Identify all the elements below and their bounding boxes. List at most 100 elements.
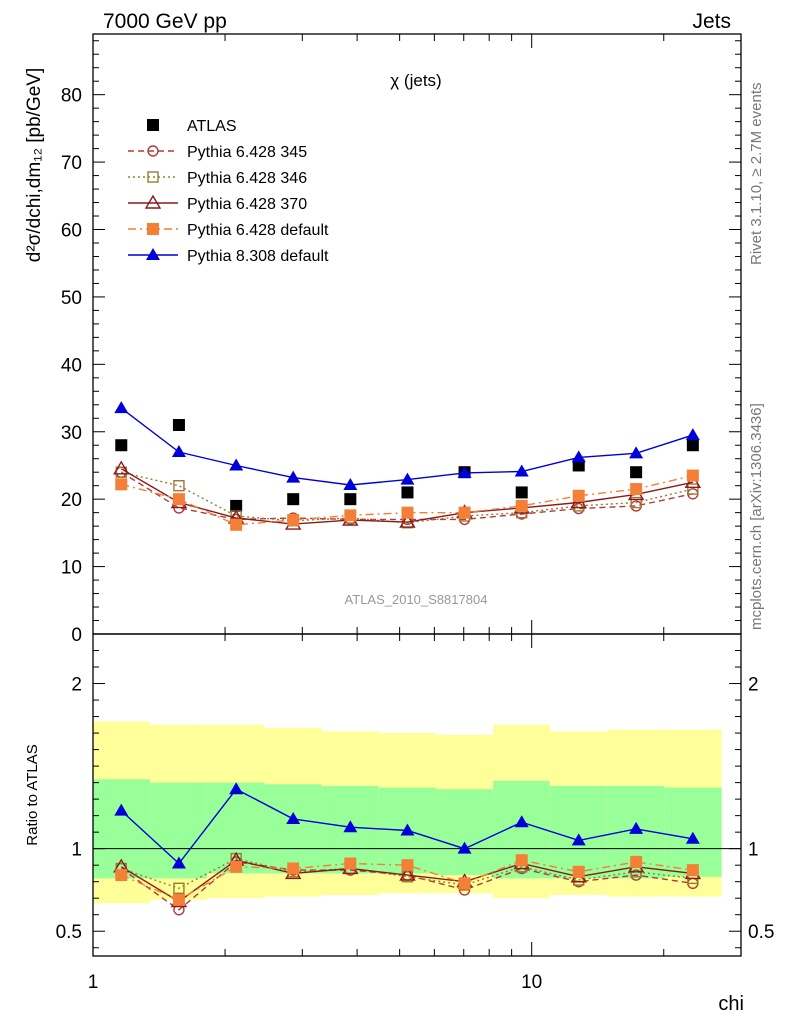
inner-band (664, 787, 722, 877)
x-axis-label: chi (718, 993, 744, 1015)
legend-entry: Pythia 8.308 default (128, 248, 329, 265)
plot-title: χ (jets) (390, 71, 441, 90)
series-1-ratio-line (120, 861, 693, 911)
y-tick-label: 40 (61, 355, 82, 376)
x-tick-label: 1 (88, 972, 99, 993)
y-tick-label: 80 (61, 86, 82, 107)
series-0-point (344, 493, 357, 506)
series-0-point (686, 439, 699, 452)
y-tick-label: 20 (61, 490, 82, 511)
inner-band (549, 785, 608, 879)
legend-label: Pythia 6.428 370 (187, 196, 307, 213)
legend-label: Pythia 6.428 345 (187, 144, 307, 161)
series-0-point (115, 439, 128, 452)
series-5-point (514, 464, 529, 477)
series-3-point (113, 460, 130, 475)
series-4-point (115, 478, 128, 491)
legend-marker (147, 145, 159, 157)
series-4-ratio-point (115, 869, 128, 882)
series-4-point (630, 483, 643, 496)
y-tick-label: 70 (61, 153, 82, 174)
legend-marker (147, 119, 159, 131)
ratio-tick-label-right: 2 (748, 675, 759, 696)
legend-entry: Pythia 6.428 370 (128, 194, 307, 213)
ratio-tick-label: 0.5 (56, 922, 82, 943)
ratio-tick-label-right: 0.5 (748, 922, 774, 943)
series-4-ratio-point (630, 855, 643, 868)
legend-marker (147, 223, 159, 235)
legend-label: Pythia 6.428 default (187, 222, 329, 239)
series-4-point (458, 506, 471, 519)
header-right: Jets (692, 10, 731, 33)
series-4-point (230, 518, 243, 531)
legend-label: Pythia 6.428 346 (187, 170, 307, 187)
series-2-point (173, 479, 185, 492)
series-3-point (399, 513, 416, 528)
series-5-ratio-point (229, 782, 244, 795)
series-4-ratio-point (458, 877, 471, 890)
header-left: 7000 GeV pp (103, 10, 227, 33)
series-5-ratio-point (286, 811, 301, 824)
y-tick-label: 60 (61, 221, 82, 242)
series-5-point (685, 428, 700, 441)
series-5-ratio-point (571, 833, 586, 846)
series-3-ratio-point (399, 866, 416, 881)
ratio-tick-label: 2 (71, 675, 82, 696)
series-4-point (172, 493, 185, 506)
legend-label: ATLAS (187, 118, 237, 135)
series-5-point (171, 444, 186, 457)
legend-marker (147, 171, 159, 183)
series-4-point (572, 489, 585, 502)
series-5-point (400, 472, 415, 485)
series-5-ratio-point (457, 841, 472, 854)
analysis-label: ATLAS_2010_S8817804 (345, 592, 488, 607)
series-4-point (686, 469, 699, 482)
legend-entry: ATLAS (147, 118, 237, 135)
series-5 (114, 401, 700, 869)
series-0-point (572, 459, 585, 472)
series-5-point (114, 401, 129, 414)
series-4-ratio-point (344, 857, 357, 870)
series-5-ratio-point (114, 803, 129, 816)
series-5-point (343, 478, 358, 491)
series-4-ratio-point (572, 865, 585, 878)
x-tick-label: 10 (521, 972, 542, 993)
series-4-ratio-point (401, 859, 414, 872)
series-4-ratio-point (287, 862, 300, 875)
series-5-ratio-point (514, 815, 529, 828)
legend-entry: Pythia 6.428 345 (128, 144, 307, 161)
series-5-ratio-point (343, 820, 358, 833)
legend-marker (146, 248, 160, 260)
series-0-point (172, 419, 185, 432)
series-4-point (401, 506, 414, 519)
series-2-point (630, 496, 642, 509)
series-5-point (629, 446, 644, 459)
series-4-point (344, 509, 357, 522)
series-5-point (571, 450, 586, 463)
ratio-y-axis-label: Ratio to ATLAS (24, 744, 41, 845)
axes-layer: 0 10 20 30 40 50 60 70 80 0.5 0.5 1 1 2 2 1 10 (56, 33, 774, 993)
series-5-ratio-point (171, 856, 186, 869)
ratio-tick-label-right: 1 (748, 840, 759, 861)
legend-entry: Pythia 6.428 346 (128, 170, 307, 187)
y-tick-label: 50 (61, 288, 82, 309)
rivet-label: Rivet 3.1.10, ≥ 2.7M events (748, 83, 765, 266)
legend-marker (144, 194, 162, 209)
legend-label: Pythia 8.308 default (187, 248, 329, 265)
series-5-point (457, 465, 472, 478)
series-5-point (286, 470, 301, 483)
series-0-point (287, 493, 300, 506)
mcplots-label: mcplots.cern.ch [arXiv:1306.3436] (748, 403, 765, 630)
series-0-point (515, 486, 528, 499)
series-5-ratio-point (629, 821, 644, 834)
series-4-ratio-point (172, 893, 185, 906)
series-4 (115, 469, 699, 906)
y-tick-label: 10 (61, 558, 82, 579)
legend: ATLAS Pythia 6.428 345 Pythia 6.428 346 Pyt… (128, 118, 329, 265)
series-4-ratio-point (230, 860, 243, 873)
series-4-ratio-point (515, 854, 528, 867)
series-2-point (687, 483, 699, 495)
ratio-frame (92, 633, 742, 957)
ratio-tick-label: 1 (71, 840, 82, 861)
